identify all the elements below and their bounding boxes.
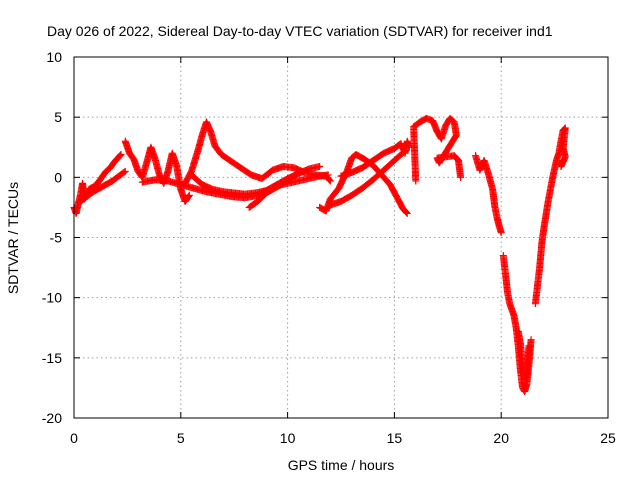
y-tick-label: -5 xyxy=(50,230,63,246)
data-point xyxy=(457,173,465,181)
x-tick-label: 10 xyxy=(280,430,296,446)
data-point xyxy=(403,209,411,217)
chart-title: Day 026 of 2022, Sidereal Day-to-day VTE… xyxy=(47,23,553,39)
y-axis-label: SDTVAR / TECUs xyxy=(5,182,21,294)
series-arc-l xyxy=(472,152,505,237)
y-tick-label: 5 xyxy=(54,109,62,125)
series-arc-g xyxy=(245,167,304,211)
y-tick-label: 0 xyxy=(54,169,62,185)
x-tick-label: 15 xyxy=(387,430,403,446)
data-point xyxy=(525,342,533,350)
series-arc-k xyxy=(410,114,465,185)
axis-ticks: 0 5 10 15 20 25 -20 -15 -10 -5 0 5 10 xyxy=(42,49,616,446)
series-arc-b xyxy=(76,167,129,205)
series-arc-c xyxy=(121,137,193,205)
data-point xyxy=(324,171,332,179)
series-arc-i xyxy=(326,147,409,209)
data-point xyxy=(326,177,334,185)
x-tick-label: 5 xyxy=(177,430,185,446)
data-point xyxy=(527,336,535,344)
data-series xyxy=(70,114,569,396)
data-point xyxy=(185,192,193,200)
x-axis-label: GPS time / hours xyxy=(288,457,395,473)
x-tick-label: 20 xyxy=(493,430,509,446)
data-point xyxy=(497,229,505,237)
data-point xyxy=(185,191,193,199)
series-arc-n xyxy=(514,327,533,383)
y-tick-label: 10 xyxy=(46,49,62,65)
data-point xyxy=(120,168,128,176)
data-point xyxy=(296,167,304,175)
data-point xyxy=(121,167,129,175)
series-arc-a xyxy=(70,150,125,217)
data-point xyxy=(116,152,124,160)
data-point xyxy=(325,176,333,184)
data-point xyxy=(316,163,324,171)
y-tick-label: -15 xyxy=(42,350,62,366)
y-tick-label: -20 xyxy=(42,410,62,426)
data-point xyxy=(117,150,125,158)
series-arc-j xyxy=(337,137,413,180)
data-point xyxy=(402,208,410,216)
y-tick-label: -10 xyxy=(42,290,62,306)
data-point xyxy=(559,156,567,164)
data-point xyxy=(116,151,124,159)
series-arc-o xyxy=(531,124,569,308)
x-tick-label: 25 xyxy=(600,430,616,446)
x-tick-label: 0 xyxy=(70,430,78,446)
series-arc-d xyxy=(181,118,334,187)
data-point xyxy=(295,168,303,176)
